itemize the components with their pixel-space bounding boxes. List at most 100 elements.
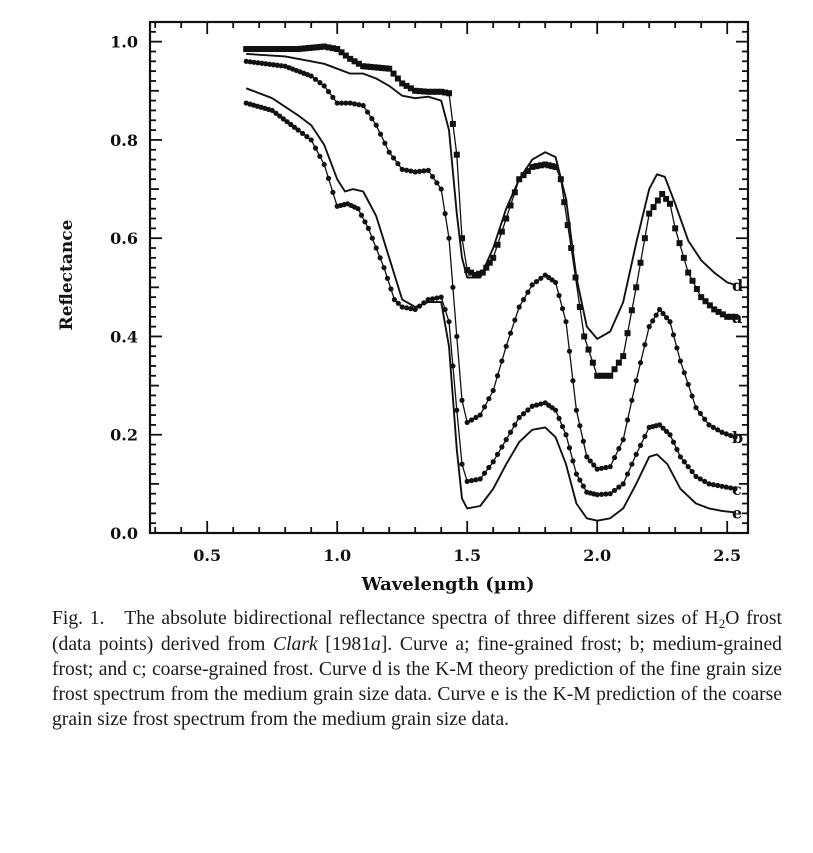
series-point-a [291,46,298,53]
series-point-a [269,46,276,53]
series-point-c [442,306,448,313]
series-point-a [378,64,385,71]
caption-text-2: O frost (data points) derived from [52,608,782,655]
series-point-c [728,485,734,491]
x-axis-label: Wavelength (µm) [360,574,534,595]
series-point-c [330,189,336,195]
series-point-a [317,43,324,50]
series-point-c [580,483,586,489]
series-point-b [464,419,470,426]
series-point-a [542,161,549,168]
series-point-a [313,44,320,51]
series-point-b [706,422,712,428]
series-point-c [429,296,436,302]
curve-label-e: e [732,503,742,522]
series-point-b [702,416,708,422]
series-point-b [308,73,314,79]
series-point-a [351,58,358,65]
series-point-c [468,477,475,484]
curve-label-c: c [732,480,742,499]
series-point-c [312,145,319,151]
series-line-a [246,45,735,377]
series-point-b [685,381,691,387]
series-point-c [388,286,394,292]
series-point-a [490,254,497,261]
series-point-c [620,481,626,487]
series-point-b [620,437,626,443]
series-point-c [288,121,294,128]
series-point-c [403,305,410,311]
series-point-b [450,284,456,290]
series-point-b [408,168,414,174]
series-point-b [259,60,265,66]
series-point-c [570,458,576,464]
series-point-c [607,491,613,497]
series-point-c [269,107,275,114]
series-point-c [633,451,639,457]
series-point-a [420,88,427,95]
series-point-a [310,44,317,51]
series-point-a [371,64,378,71]
series-point-b [442,211,448,217]
series-point-c [373,245,379,251]
curve-label-d: d [732,276,743,295]
series-point-a [594,372,601,379]
series-point-a [624,330,631,337]
series-point-a [355,60,362,67]
series-point-a [585,346,592,353]
series-point-a [620,353,627,360]
series-point-a [416,88,423,95]
series-point-b [653,312,659,318]
series-point-c [421,300,427,306]
series-point-b [646,324,652,330]
series-point-b [573,407,580,413]
series-point-a [607,372,614,379]
series-point-b [563,319,569,325]
series-point-a [246,46,253,53]
x-tick-label: 1.0 [323,546,351,565]
series-point-a [520,172,527,179]
series-point-a [483,264,490,271]
series-point-b [263,61,269,67]
series-point-a [724,313,731,320]
series-point-a [407,85,414,92]
series-point-c [685,464,691,470]
series-point-b [525,289,531,295]
series-point-c [295,127,301,133]
series-point-b [321,83,327,89]
series-point-c [563,432,569,438]
series-point-a [615,359,622,366]
series-point-a [676,240,683,247]
series-point-c [611,487,618,494]
series-point-a [375,64,382,71]
series-point-c [706,481,712,487]
series-point-c [355,206,361,212]
series-point-c [412,306,418,313]
series-point-b [570,378,576,384]
series-point-a [464,267,471,274]
series-point-b [611,455,618,461]
series-point-b [490,387,496,394]
series-point-c [362,219,368,225]
series-point-a [468,269,475,276]
series-point-b [473,414,479,421]
series-point-a [433,88,440,95]
series-point-a [537,162,544,169]
series-point-a [680,254,687,261]
series-point-a [598,372,605,379]
series-point-a [486,259,493,266]
series-point-b [351,101,358,107]
series-point-b [529,282,535,288]
series-point-b [278,63,284,69]
series-point-b [693,405,699,411]
series-point-c [325,175,332,182]
series-point-a [261,46,268,53]
series-point-c [670,439,677,445]
series-point-c [689,468,695,475]
series-point-a [650,204,657,211]
series-point-a [646,210,653,217]
series-point-b [538,275,544,281]
curve-label-a: a [732,308,742,327]
series-point-b [438,186,444,192]
series-point-a [360,63,367,70]
